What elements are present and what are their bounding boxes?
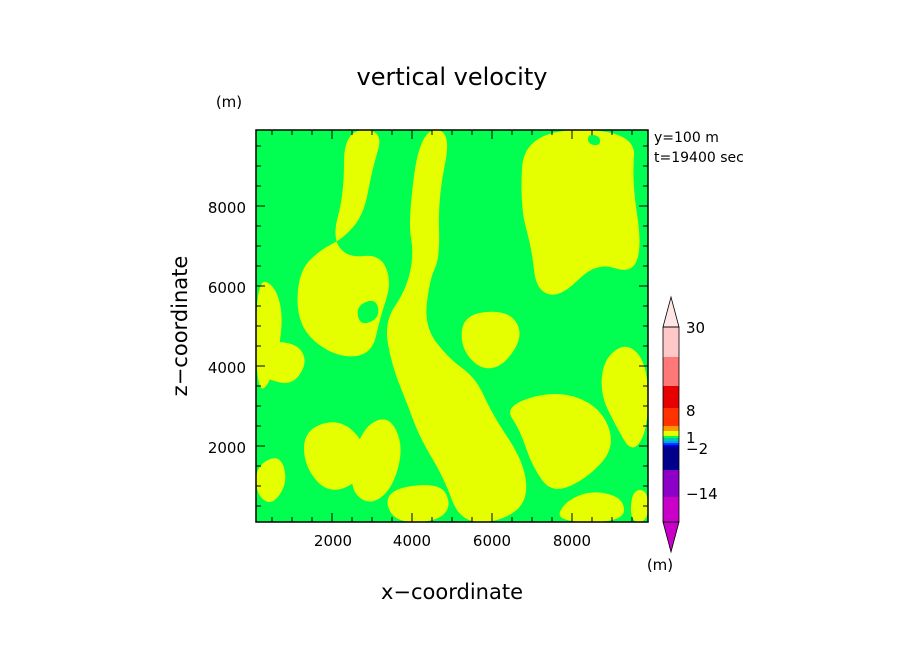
annotation-y: y=100 m — [654, 130, 719, 146]
plot-field — [256, 130, 648, 522]
negative-region — [450, 279, 470, 306]
positive-region — [601, 346, 648, 448]
colorbar-segment — [663, 431, 679, 436]
colorbar-segment — [663, 441, 679, 443]
x-tick-label: 6000 — [473, 532, 511, 550]
x-tick-label: 2000 — [314, 532, 352, 550]
positive-region — [256, 458, 286, 502]
colorbar-segment — [663, 386, 679, 408]
colorbar-arrow-bottom — [662, 521, 680, 554]
positive-region — [559, 492, 624, 522]
negative-region — [378, 377, 402, 403]
x-tick-label: 4000 — [393, 532, 431, 550]
axis-ticks — [256, 130, 648, 522]
y-tick-label: 8000 — [208, 199, 246, 217]
colorbar-label: 1 — [686, 429, 696, 447]
x-axis-label: x−coordinate — [381, 580, 523, 604]
colorbar-label: −14 — [686, 485, 718, 503]
x-tick-label: 8000 — [553, 532, 591, 550]
colorbar-segment — [663, 497, 679, 522]
negative-region — [357, 300, 379, 324]
colorbar-segment — [663, 408, 679, 426]
colorbar-segment — [663, 426, 679, 431]
positive-region — [386, 130, 527, 522]
colorbar-label: −2 — [686, 440, 708, 458]
y-unit-label: (m) — [216, 93, 242, 111]
negative-region — [385, 243, 407, 271]
positive-region — [630, 490, 648, 522]
colorbar-segment — [663, 447, 679, 470]
y-tick-label: 6000 — [208, 279, 246, 297]
colorbar — [662, 295, 680, 554]
chart-title: vertical velocity — [357, 63, 548, 91]
colorbar-segment — [663, 327, 679, 357]
colorbar-label: 30 — [686, 319, 705, 337]
colorbar-unit: (m) — [647, 556, 673, 574]
positive-region — [521, 130, 640, 295]
colorbar-segment — [663, 443, 679, 445]
colorbar-segment — [663, 445, 679, 447]
annotation-t: t=19400 sec — [654, 150, 744, 166]
colorbar-frame — [662, 326, 680, 523]
colorbar-segment — [663, 438, 679, 441]
y-axis-label: z−coordinate — [168, 256, 192, 397]
colorbar-segment — [663, 470, 679, 497]
positive-region — [304, 422, 365, 490]
positive-region — [297, 130, 389, 357]
positive-region — [387, 485, 449, 522]
negative-region — [548, 362, 574, 390]
colorbar-label: 8 — [686, 402, 696, 420]
negative-region — [588, 134, 600, 146]
y-tick-label: 2000 — [208, 439, 246, 457]
positive-region — [351, 419, 401, 502]
colorbar-arrow-top — [662, 295, 680, 328]
positive-region — [256, 342, 305, 383]
y-tick-label: 4000 — [208, 359, 246, 377]
positive-region — [510, 394, 611, 489]
positive-region — [461, 311, 520, 369]
colorbar-segment — [663, 436, 679, 438]
colorbar-segment — [663, 357, 679, 386]
x-tick-labels: 2000 4000 6000 8000 — [314, 532, 591, 550]
y-tick-labels: 2000 4000 6000 8000 — [208, 199, 246, 457]
negative-region — [492, 375, 518, 406]
